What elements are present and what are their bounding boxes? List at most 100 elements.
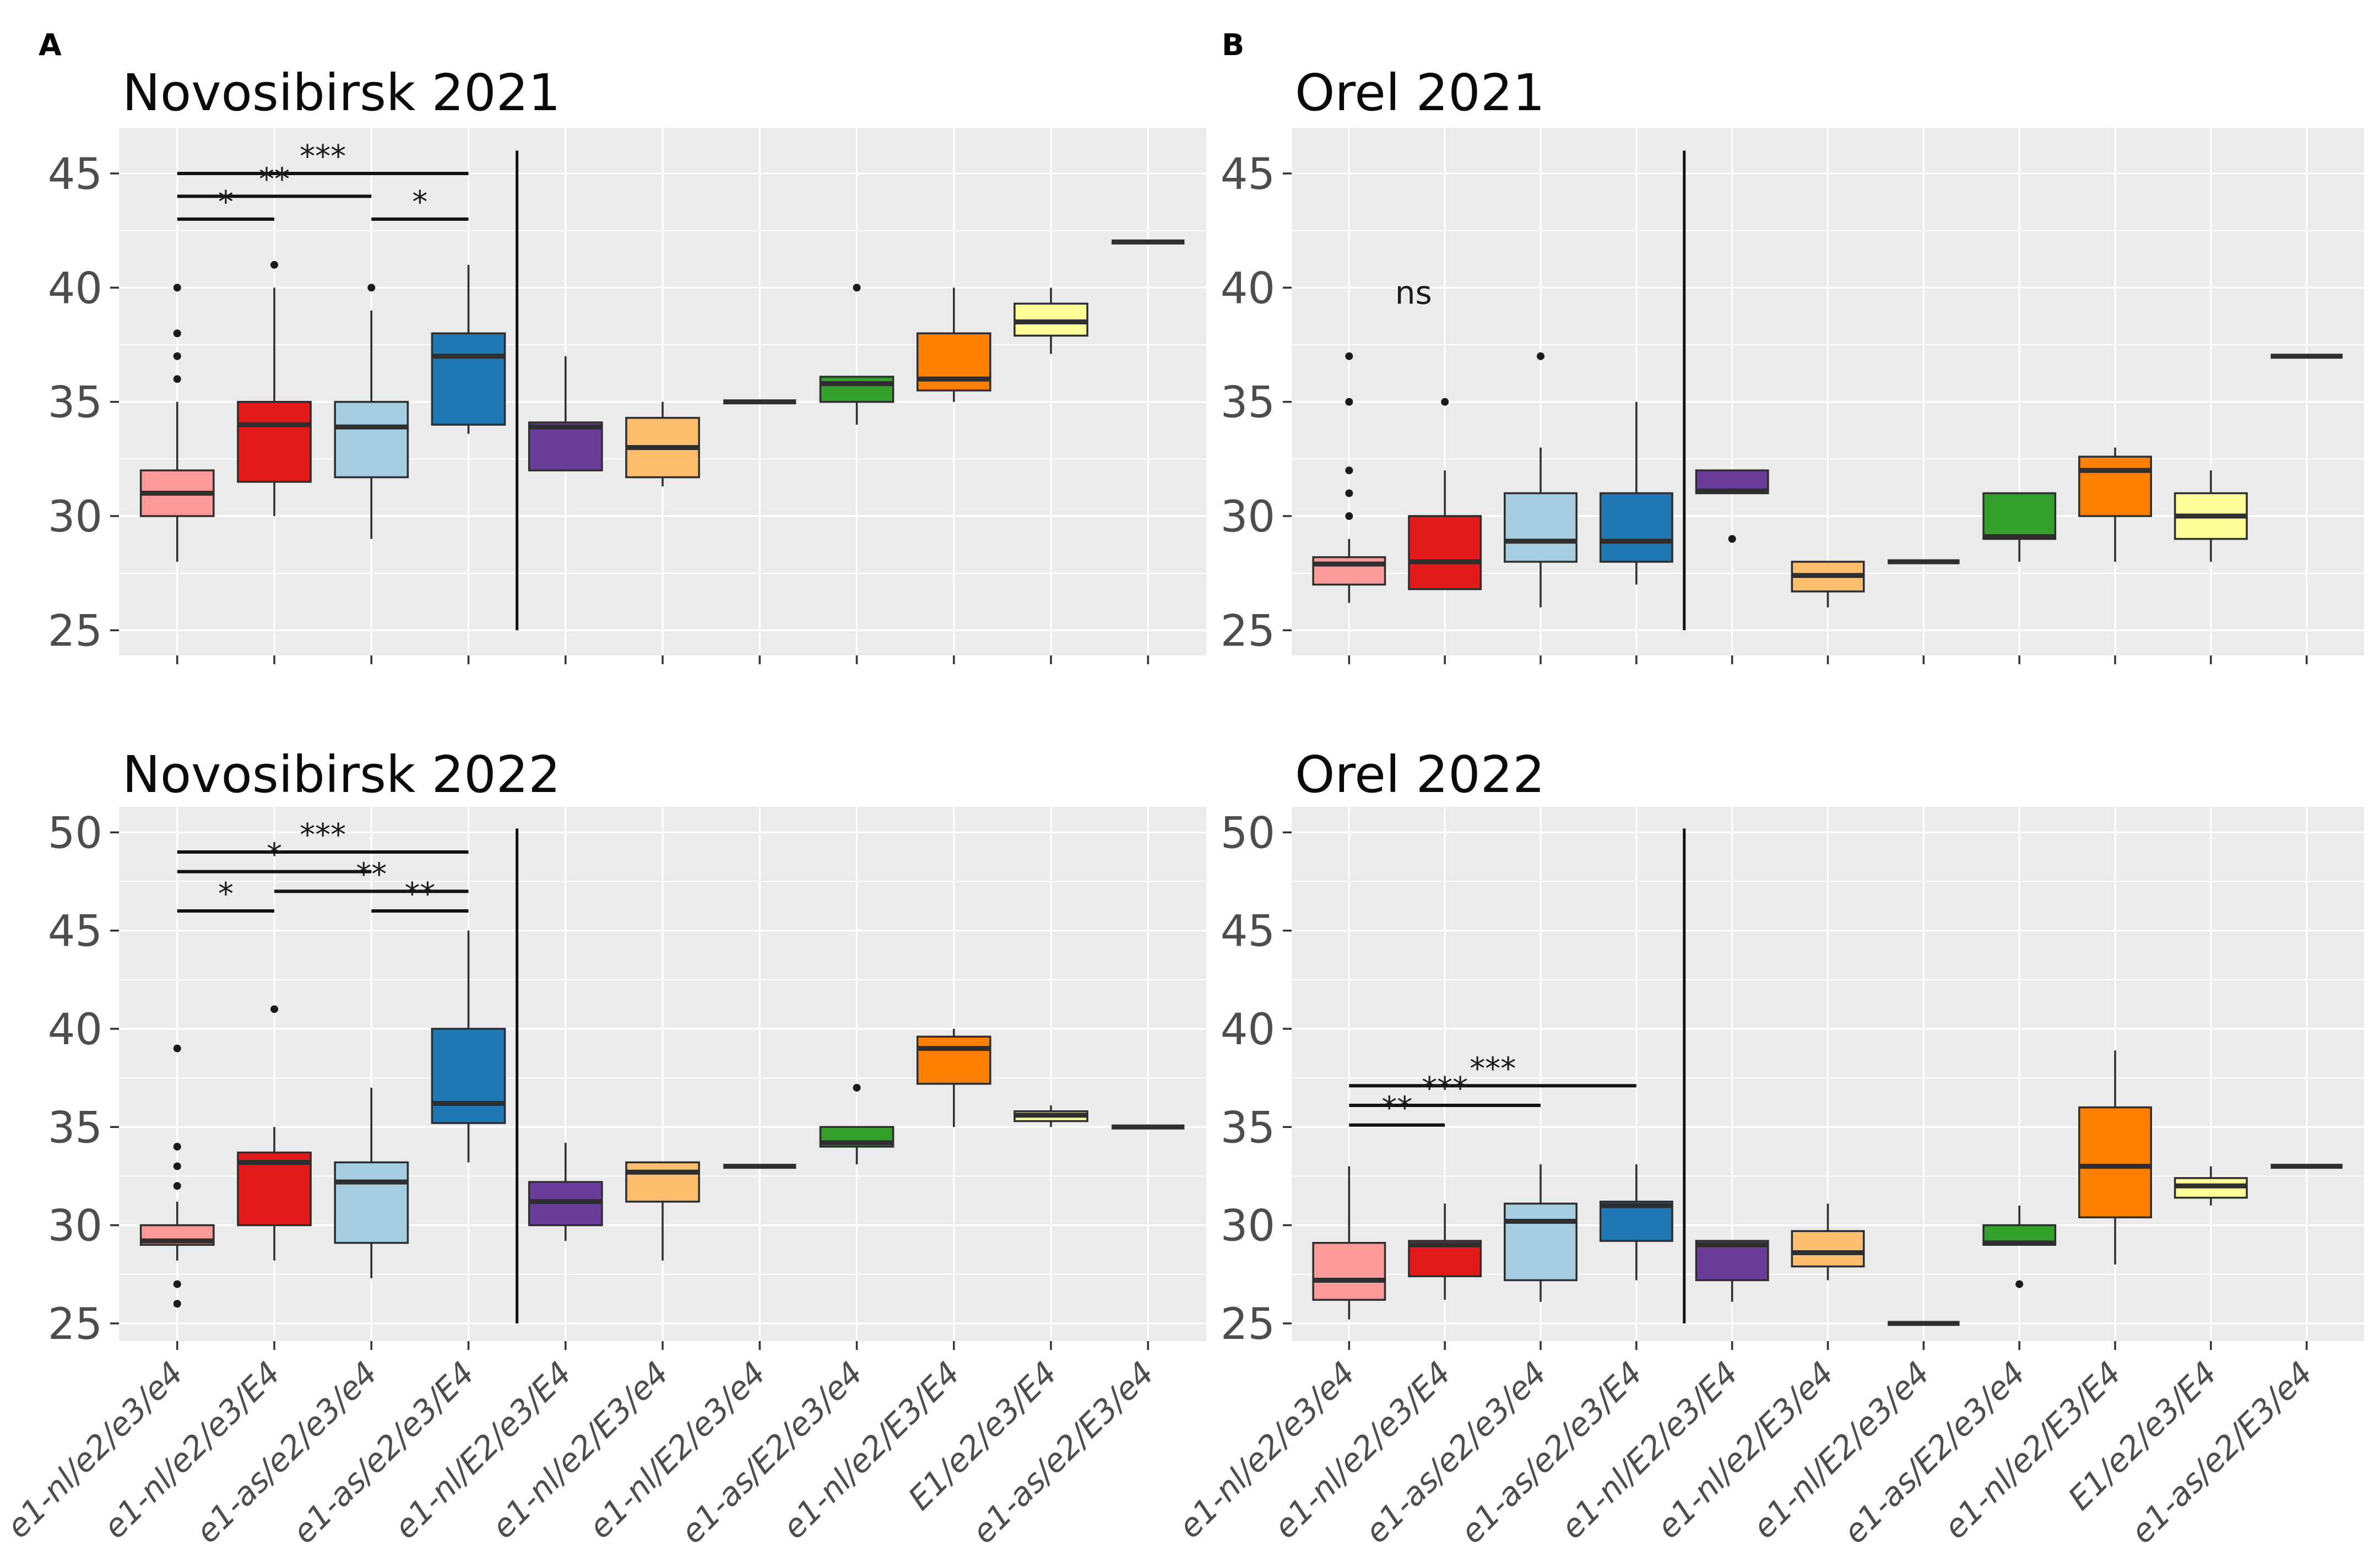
outlier-dot	[1345, 398, 1353, 406]
significance-label: ***	[1470, 1051, 1516, 1087]
box-group-9	[916, 287, 991, 402]
box-group-8	[819, 284, 895, 425]
outlier-dot	[1441, 398, 1449, 406]
x-tick-label: e1-nl/E2/e3/e4	[1746, 1354, 1937, 1546]
iqr-box	[528, 421, 603, 471]
outlier-dot	[173, 284, 181, 292]
outlier-dot	[853, 284, 861, 292]
box-group-3	[1504, 352, 1578, 607]
box-group-6	[625, 402, 700, 487]
box-group-8	[819, 1083, 895, 1165]
outlier-dot	[173, 329, 181, 338]
y-tick-label: 45	[48, 907, 102, 957]
x-tick-label: e1-nl/E2/e3/e4	[581, 1354, 773, 1546]
y-tick-label: 30	[48, 492, 102, 542]
panel-orel-2022: 25 30 35 40 45 50 e1-nl/e2/e3/e4e1-nl/e2/e3/E4…	[1171, 807, 2364, 1551]
iqr-box	[625, 1161, 700, 1203]
panel-novosibirsk-2022: 25 30 35 40 45 50 e1-nl/e2/e3/e4e1-nl/e2/e3/E4…	[0, 807, 1206, 1551]
y-tick-label: 45	[1221, 907, 1275, 957]
box-group-4	[431, 264, 506, 434]
box-group-3	[334, 1087, 409, 1278]
x-tick-label: e1-as/E2/e3/e4	[674, 1354, 870, 1551]
iqr-box	[1599, 492, 1673, 563]
outlier-dot	[173, 1300, 181, 1308]
box-group-2	[237, 261, 312, 517]
x-tick-label: e1-nl/e2/e3/e4	[0, 1354, 191, 1545]
significance-label: *	[218, 876, 234, 912]
column-label-a: A	[39, 28, 62, 62]
iqr-box	[334, 400, 409, 479]
y-tick-label: 40	[1221, 1005, 1275, 1055]
box-group-10	[2174, 470, 2248, 562]
significance-label: *	[267, 837, 282, 873]
box-group-3	[1504, 1164, 1578, 1302]
iqr-box	[916, 1035, 991, 1085]
iqr-box	[1982, 492, 2057, 540]
box-group-8	[1982, 1205, 2057, 1288]
iqr-box	[819, 376, 895, 403]
iqr-box	[237, 400, 312, 483]
iqr-box	[431, 1028, 506, 1124]
x-tick-label: e1-as/e2/E3/e4	[2123, 1354, 2320, 1551]
y-tick-label: 40	[48, 264, 102, 313]
significance-label: ***	[1422, 1071, 1468, 1106]
outlier-dot	[173, 375, 181, 383]
x-tick-label: e1-nl/e2/E3/e4	[484, 1354, 676, 1546]
outlier-dot	[270, 261, 278, 269]
box-group-6	[1791, 1203, 1865, 1281]
box-group-2	[237, 1005, 312, 1261]
x-tick-label: e1-nl/e2/E3/E4	[1937, 1354, 2128, 1546]
significance-label: **	[259, 161, 290, 197]
outlier-dot	[173, 1182, 181, 1190]
significance-label: **	[356, 856, 387, 892]
x-tick-label: e1-nl/e2/E3/E4	[775, 1354, 967, 1546]
outlier-dot	[1345, 489, 1353, 497]
significance-label: **	[1381, 1090, 1412, 1126]
y-tick-label: 35	[48, 1103, 102, 1153]
iqr-box	[1504, 492, 1578, 563]
y-tick-label: 50	[48, 809, 102, 858]
panel-title-orel-2022: Orel 2022	[1295, 745, 1545, 804]
iqr-box	[1408, 515, 1482, 590]
iqr-box	[916, 332, 991, 392]
outlier-dot	[2015, 1280, 2024, 1288]
box-group-3	[334, 284, 409, 539]
iqr-box	[1504, 1202, 1578, 1282]
y-tick-label: 25	[1221, 606, 1275, 656]
y-tick-label: 40	[48, 1005, 102, 1055]
box-group-1	[1312, 1166, 1386, 1320]
iqr-box	[1599, 1201, 1673, 1242]
significance-label: ***	[300, 139, 346, 175]
panel-title-orel-2021: Orel 2021	[1295, 63, 1545, 122]
box-group-2	[1408, 1203, 1482, 1300]
box-group-9	[2078, 447, 2152, 562]
outlier-dot	[1345, 466, 1353, 475]
iqr-box	[1312, 1241, 1386, 1301]
box-group-9	[916, 1028, 991, 1127]
box-group-1	[139, 1044, 215, 1308]
y-tick-label: 25	[48, 1300, 102, 1349]
panel-title-novosibirsk-2022: Novosibirsk 2022	[122, 745, 561, 804]
box-group-5	[528, 356, 603, 471]
x-tick-label: e1-nl/e2/e3/E4	[96, 1354, 288, 1546]
iqr-box	[431, 332, 506, 426]
box-group-2	[1408, 398, 1482, 590]
box-group-5	[528, 1142, 603, 1241]
y-tick-label: 45	[1221, 150, 1275, 199]
y-tick-label: 30	[1221, 492, 1275, 542]
y-tick-label: 35	[48, 378, 102, 428]
iqr-box	[1312, 556, 1386, 586]
x-tick-label: e1-as/e2/e3/E4	[285, 1354, 482, 1551]
x-tick-label: e1-nl/e2/e3/E4	[1266, 1354, 1458, 1546]
outlier-dot	[173, 1044, 181, 1052]
outlier-dot	[367, 284, 376, 292]
y-tick-label: 45	[48, 150, 102, 199]
outlier-dot	[1728, 535, 1736, 543]
iqr-box	[2078, 1106, 2152, 1219]
box-group-9	[2078, 1050, 2152, 1265]
y-tick-label: 25	[48, 606, 102, 656]
box-group-4	[1599, 1164, 1673, 1281]
box-group-5	[1695, 1240, 1769, 1302]
